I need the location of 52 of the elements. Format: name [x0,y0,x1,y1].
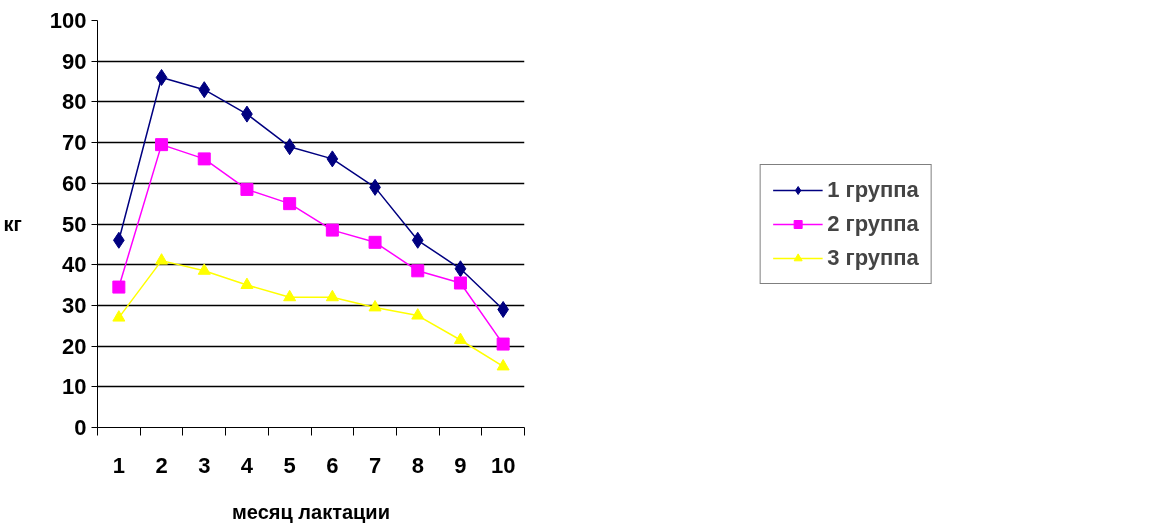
y-tick-label: 10 [62,374,87,400]
y-tick-label: 80 [62,89,87,115]
x-tick-label: 4 [240,452,254,478]
point [496,337,510,351]
point [283,138,296,156]
point [155,138,169,152]
y-tick-label: 30 [62,292,87,318]
x-tick-label: 9 [454,452,467,478]
legend-label: 2 группа [827,210,919,237]
point [368,300,382,312]
x-tick-label: 7 [368,452,382,478]
x-tick-label: 10 [490,452,516,478]
y-axis-title: кг [3,213,22,235]
point [283,197,297,211]
point [155,253,169,265]
y-tick-label: 40 [62,252,87,278]
point [197,152,211,166]
point [197,263,211,275]
y-tick-label: 90 [62,48,87,74]
point [411,308,425,320]
point [283,289,297,302]
x-tick-label: 8 [411,452,424,478]
legend-label: 3 группа [827,244,919,271]
point [326,150,339,168]
x-axis-title: месяц лактации [232,500,390,523]
point [496,359,510,371]
point [112,280,126,294]
point [112,310,126,322]
point [453,332,467,344]
legend-label: 1 группа [827,176,919,203]
x-tick-label: 6 [326,452,339,478]
x-tick-label: 1 [112,452,125,478]
x-tick-label: 2 [155,452,168,478]
y-tick-label: 0 [74,415,87,440]
y-tick-label: 20 [62,333,87,359]
y-tick-label: 100 [49,8,87,33]
point [411,231,424,249]
x-tick-label: 5 [283,452,296,478]
point [368,235,382,249]
point [325,223,339,237]
y-tick-label: 60 [62,170,87,196]
y-tick-label: 50 [62,211,87,237]
point [240,182,254,196]
point [453,276,467,290]
point [325,289,339,302]
point [198,81,211,99]
y-tick-label: 70 [62,130,87,156]
x-tick-label: 3 [198,452,211,478]
point [411,264,425,278]
point [155,68,168,86]
point [454,260,467,278]
point [240,277,254,290]
